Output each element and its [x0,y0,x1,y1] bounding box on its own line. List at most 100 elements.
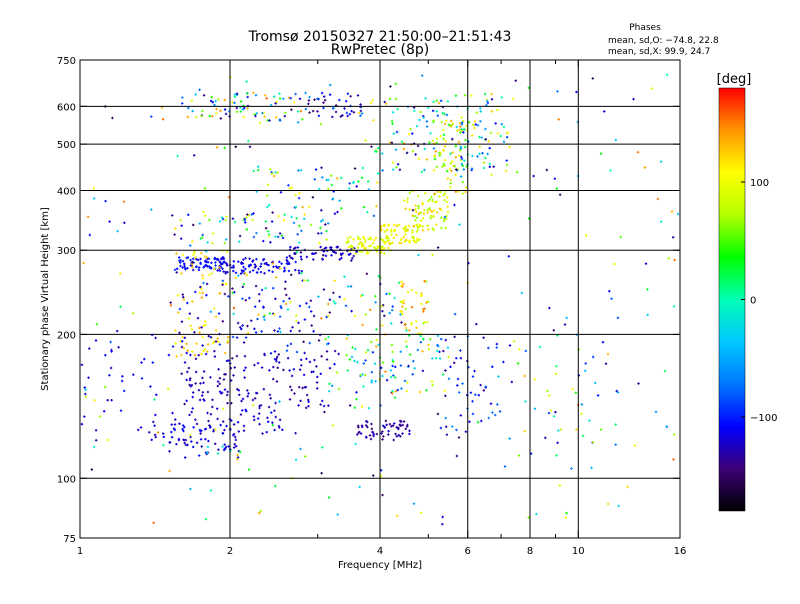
data-point [258,423,261,426]
data-point [422,116,425,119]
data-point [443,389,446,392]
data-point [334,302,337,305]
data-point [195,116,198,119]
data-point [659,160,663,163]
data-point [252,169,255,173]
data-point [470,167,474,170]
data-point [92,197,96,200]
data-point [169,301,172,304]
data-point [204,352,208,356]
data-point [469,391,473,394]
data-point [273,95,276,98]
data-point [263,314,266,317]
data-point [372,214,376,217]
data-point [94,429,98,432]
data-point [364,351,368,354]
data-point [182,438,185,441]
data-point [436,344,439,347]
data-point [414,204,417,207]
data-point [218,390,222,393]
data-point [302,373,306,377]
data-point [367,180,370,183]
data-point [320,472,323,475]
data-point [231,287,234,290]
data-point [199,237,202,240]
data-point [389,369,393,372]
data-point [322,106,325,110]
data-point [266,230,270,233]
data-point [298,386,301,389]
data-point [402,420,406,423]
data-point [610,297,613,300]
data-point [275,276,278,279]
data-point [204,214,207,217]
data-point [350,246,353,249]
data-point [98,415,102,418]
data-point [330,174,333,177]
data-point [549,409,553,412]
data-point [494,413,497,417]
data-point [328,382,331,385]
data-point [276,330,280,333]
data-point [202,281,205,285]
data-point [373,246,376,249]
data-point [252,404,255,407]
data-point [422,212,425,215]
data-point [617,504,620,508]
data-point [247,468,251,471]
data-point [191,260,194,264]
data-point [267,405,271,409]
data-point [198,454,201,457]
data-point [390,242,393,245]
data-point [246,389,249,392]
data-point [436,412,440,416]
data-point [256,271,259,274]
data-point [406,425,409,428]
data-point [381,152,384,155]
data-point [230,266,234,269]
data-point [300,271,303,275]
data-point [479,120,482,123]
data-point [616,391,620,394]
data-point [482,161,486,164]
data-point [235,110,239,113]
data-point [242,341,246,344]
data-point [278,119,282,122]
data-point [241,297,244,300]
data-point [390,228,393,231]
data-point [430,380,434,383]
data-point [245,80,248,83]
data-point [588,419,591,422]
data-point [278,361,281,364]
data-point [299,169,303,172]
data-point [201,109,204,113]
data-point [443,164,446,167]
data-point [557,118,560,121]
data-point [191,395,194,399]
data-point [482,389,486,392]
data-point [248,214,251,217]
data-point [179,259,182,262]
data-point [203,320,207,323]
data-point [293,101,296,104]
data-point [339,115,342,118]
data-point [209,376,212,379]
data-point [446,346,450,349]
data-point [348,358,352,361]
data-point [244,408,247,411]
data-point [232,374,235,377]
data-point [377,343,380,346]
data-point [580,412,583,415]
data-point [236,388,239,391]
data-point [396,388,399,392]
data-point [443,217,446,221]
data-point [273,409,276,412]
data-point [418,238,421,241]
data-point [176,294,180,297]
data-point [489,402,493,405]
data-point [365,424,368,427]
data-point [555,187,558,190]
data-point [396,163,400,166]
data-point [121,375,124,378]
